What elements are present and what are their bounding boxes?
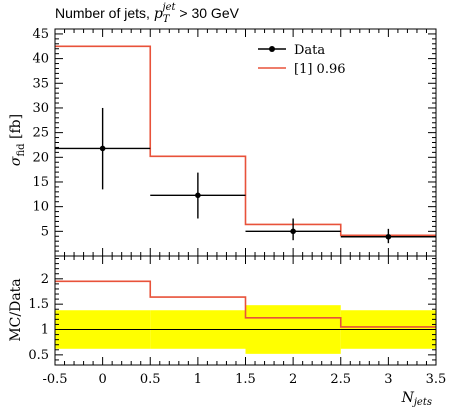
x-tick-label: -0.5: [42, 372, 67, 387]
main-y-tick-label: 10: [32, 200, 49, 215]
legend-mc-label: [1] 0.96: [294, 62, 346, 77]
ratio-y-tick-label: 1.5: [28, 297, 49, 312]
x-tick-label: 1: [194, 372, 202, 387]
ratio-y-axis-label: MC/Data: [8, 278, 24, 341]
ratio-y-tick-label: 1: [41, 323, 49, 338]
x-tick-label: 1.5: [235, 372, 256, 387]
data-point: [290, 228, 296, 235]
main-y-tick-label: 20: [32, 150, 49, 165]
main-y-tick-label: 35: [32, 76, 49, 91]
mc-step-line: [55, 45, 436, 237]
data-point: [385, 233, 392, 240]
main-y-tick-label: 5: [41, 224, 49, 239]
main-y-tick-label: 25: [32, 126, 49, 141]
x-tick-label: 0.5: [140, 372, 161, 387]
main-panel: 5 10 15 20 25 30 35 40 45: [32, 27, 437, 257]
data-point: [99, 145, 106, 152]
x-tick-label: 2.5: [330, 372, 351, 387]
data-point: [195, 192, 201, 199]
legend: Data [1] 0.96: [258, 43, 346, 77]
ratio-y-tick-label: 0.5: [28, 348, 49, 363]
x-tick-label: 3: [384, 372, 392, 387]
main-y-tick-label: 40: [32, 52, 49, 67]
ratio-frame: [54, 255, 437, 366]
x-axis-label: Njets: [401, 390, 432, 407]
main-y-axis-label: σfid [fb]: [8, 114, 27, 166]
main-y-tick-label: 15: [32, 175, 49, 190]
main-y-tick-label: 45: [32, 27, 49, 42]
chart-title: Number of jets, pTjet > 30 GeV: [55, 2, 240, 25]
main-y-tick-label: 30: [32, 101, 49, 116]
ratio-y-tick-label: 2: [41, 272, 49, 287]
ratio-panel: 0.5 1 1.5 2 -0.5 0 0.5 1 1.5 2 2.5 3 3.5: [28, 255, 447, 387]
legend-data-marker: [269, 46, 275, 52]
x-tick-label: 3.5: [426, 372, 447, 387]
legend-data-label: Data: [294, 43, 325, 58]
x-tick-label: 0: [98, 372, 106, 387]
ratio-step-line: [55, 280, 436, 328]
x-tick-label: 2: [289, 372, 297, 387]
